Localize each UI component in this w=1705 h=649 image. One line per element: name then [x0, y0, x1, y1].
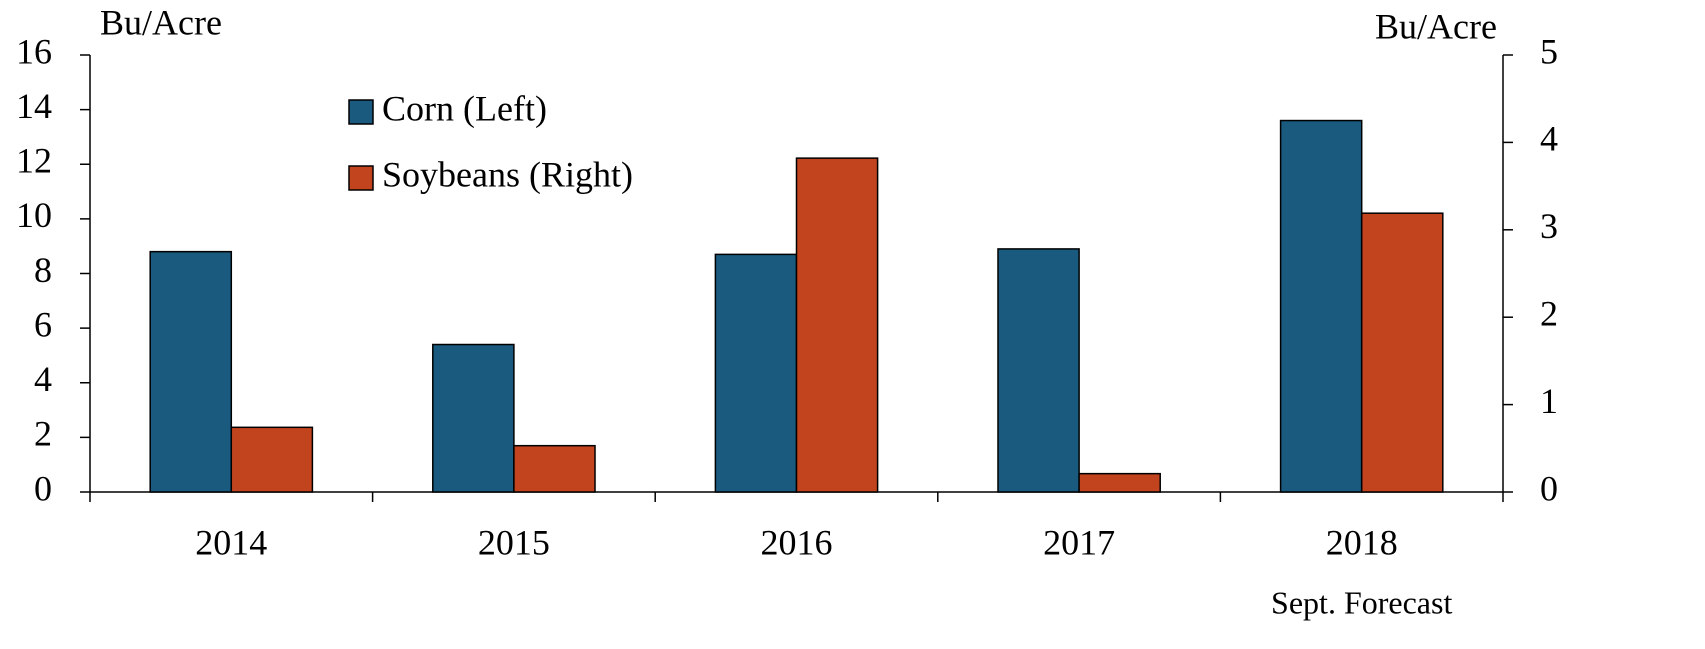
x-tick-label: 2014 — [195, 522, 267, 562]
bar — [149, 250, 233, 493]
y-tick-label: 0 — [34, 468, 52, 508]
y-tick-label: 10 — [16, 195, 52, 235]
bar — [1279, 119, 1363, 493]
y2-tick-label: 2 — [1540, 293, 1558, 333]
bar — [230, 426, 314, 493]
y-tick-label: 14 — [16, 86, 52, 126]
bar — [714, 253, 798, 493]
y2-tick-label: 3 — [1540, 206, 1558, 246]
y2-tick-label: 5 — [1540, 31, 1558, 71]
y-tick-label: 4 — [34, 359, 52, 399]
y-tick-label: 2 — [34, 414, 52, 454]
y-tick-label: 16 — [16, 31, 52, 71]
annotation: Sept. Forecast — [1271, 584, 1452, 620]
bar — [1360, 212, 1444, 493]
y-axis-label: Bu/Acre — [100, 2, 222, 42]
bar — [795, 157, 879, 493]
y2-tick-label: 0 — [1540, 468, 1558, 508]
y2-tick-label: 1 — [1540, 381, 1558, 421]
bar — [1078, 472, 1161, 493]
legend-swatch — [348, 165, 374, 191]
bar — [997, 248, 1080, 493]
x-tick-label: 2015 — [478, 522, 550, 562]
legend-label: Corn (Left) — [382, 88, 547, 128]
x-tick-label: 2018 — [1326, 522, 1398, 562]
y2-tick-label: 4 — [1540, 119, 1558, 159]
y-tick-label: 12 — [16, 141, 52, 181]
legend-label: Soybeans (Right) — [382, 154, 633, 194]
x-tick-label: 2016 — [761, 522, 833, 562]
x-tick-label: 2017 — [1043, 522, 1115, 562]
bar — [432, 343, 515, 493]
y-tick-label: 6 — [34, 304, 52, 344]
y2-axis-label: Bu/Acre — [1375, 6, 1497, 46]
bar — [513, 444, 596, 493]
y-tick-label: 8 — [34, 250, 52, 290]
legend-swatch — [348, 99, 374, 125]
